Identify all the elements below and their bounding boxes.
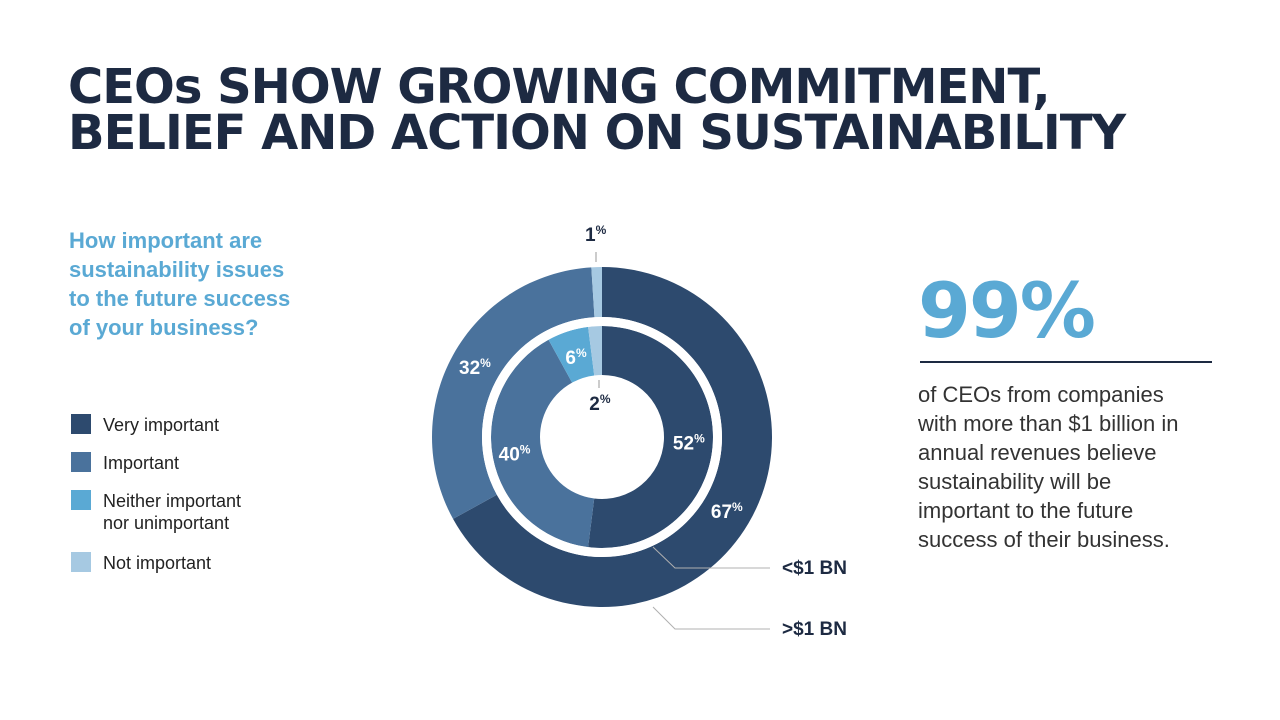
stat-line-3: annual revenues believe [918,440,1157,465]
slice-1-bn-very-important [588,326,713,548]
value-label-1-bn-very-important: 67% [711,500,743,523]
slice-1-bn-neither-important-nor-unimportant [548,326,595,383]
stat-line-2: with more than $1 billion in [918,411,1179,436]
slice-1-bn-important [490,339,595,548]
page-title: CEOs SHOW GROWING COMMITMENT, BELIEF AND… [68,59,1126,161]
value-label-1-bn-not-important: 1% [585,223,607,246]
stat-line-5: important to the future [918,498,1134,523]
legend-label: Important [103,453,180,473]
value-label-1-bn-not-important: 2% [589,392,611,415]
legend-swatch [71,452,91,472]
value-label-1-bn-important: 32% [459,356,491,379]
ring-gap [482,317,722,557]
value-label-1-bn-important: 40% [499,443,531,466]
slice-1-bn-important [431,267,595,519]
slice-1-bn-not-important [591,267,602,318]
question-line-3: to the future success [69,286,291,311]
stat-description: of CEOs from companies with more than $1… [918,380,1218,554]
divider [920,361,1212,363]
survey-question: How important are sustainability issues … [69,226,290,342]
legend-swatch [71,490,91,510]
legend-label: Very important [103,415,220,435]
value-label-1-bn-neither-important-nor-unimportant: 6% [565,346,587,369]
leader-line-1-bn [652,546,770,569]
question-line-1: How important are [69,228,263,253]
title-line-2: BELIEF AND ACTION ON SUSTAINABILITY [68,105,1126,161]
series-label-1-bn: <$1 BN [782,558,847,579]
legend-swatch [71,552,91,572]
stat-line-6: success of their business. [918,527,1170,552]
stat-line-1: of CEOs from companies [918,382,1164,407]
legend-swatch [71,414,91,434]
headline-stat: 99% [918,266,1096,355]
stat-line-4: sustainability will be [918,469,1112,494]
question-line-4: of your business? [69,315,259,340]
value-label-1-bn-very-important: 52% [673,431,705,454]
slice-1-bn-not-important [588,326,602,376]
title-line-1: CEOs SHOW GROWING COMMITMENT, [68,59,1051,115]
series-label-1-bn: >$1 BN [782,619,847,640]
question-line-2: sustainability issues [69,257,285,282]
slice-1-bn-very-important [453,267,772,607]
legend-label: Neither important nor unimportant [103,491,242,533]
legend-label: Not important [103,553,212,573]
leader-line-1-bn [652,606,770,630]
